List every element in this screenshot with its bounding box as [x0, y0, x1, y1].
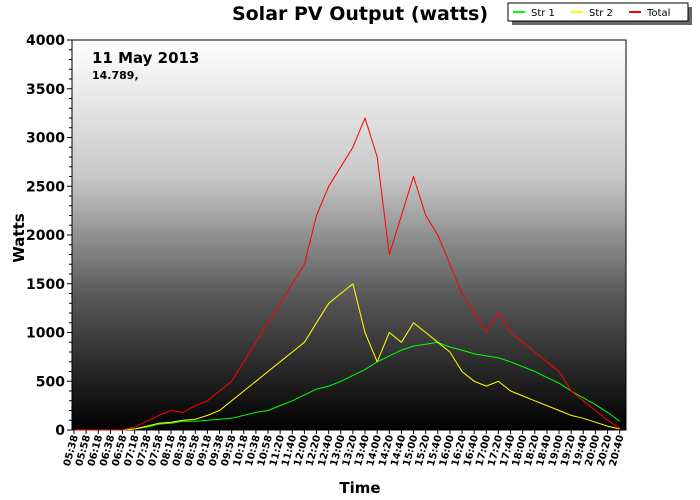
value-annotation: 14.789, [92, 69, 139, 82]
series-layer [74, 117, 620, 431]
y-tick-label: 3000 [26, 131, 65, 147]
legend-box [507, 2, 689, 22]
plot-area [71, 39, 627, 431]
series-line-str-2 [74, 283, 620, 431]
y-tick-label: 4000 [26, 33, 65, 49]
x-axis-label: Time [339, 479, 380, 497]
legend: Str 1 Str 2 Total [507, 2, 692, 25]
x-axis: 05:3805:5806:1806:3806:5807:1807:3807:58… [62, 430, 627, 468]
y-tick-label: 500 [36, 374, 65, 390]
legend-label: Str 2 [589, 8, 613, 19]
date-annotation: 11 May 2013 [92, 49, 199, 67]
y-tick-label: 3500 [26, 82, 65, 98]
y-tick-label: 2500 [26, 179, 65, 195]
chart-title: Solar PV Output (watts) [232, 3, 488, 25]
y-tick-label: 0 [55, 423, 65, 439]
legend-label: Str 1 [531, 8, 555, 19]
y-tick-label: 1500 [26, 277, 65, 293]
legend-label: Total [646, 8, 670, 19]
y-axis: 0 500 1000 1500 2000 2500 3000 3500 4000 [26, 33, 72, 439]
series-line-str-1 [74, 341, 620, 431]
y-tick-label: 1000 [26, 326, 65, 342]
y-axis-label: Watts [10, 213, 28, 262]
y-tick-label: 2000 [26, 228, 65, 244]
series-line-total [74, 117, 620, 431]
